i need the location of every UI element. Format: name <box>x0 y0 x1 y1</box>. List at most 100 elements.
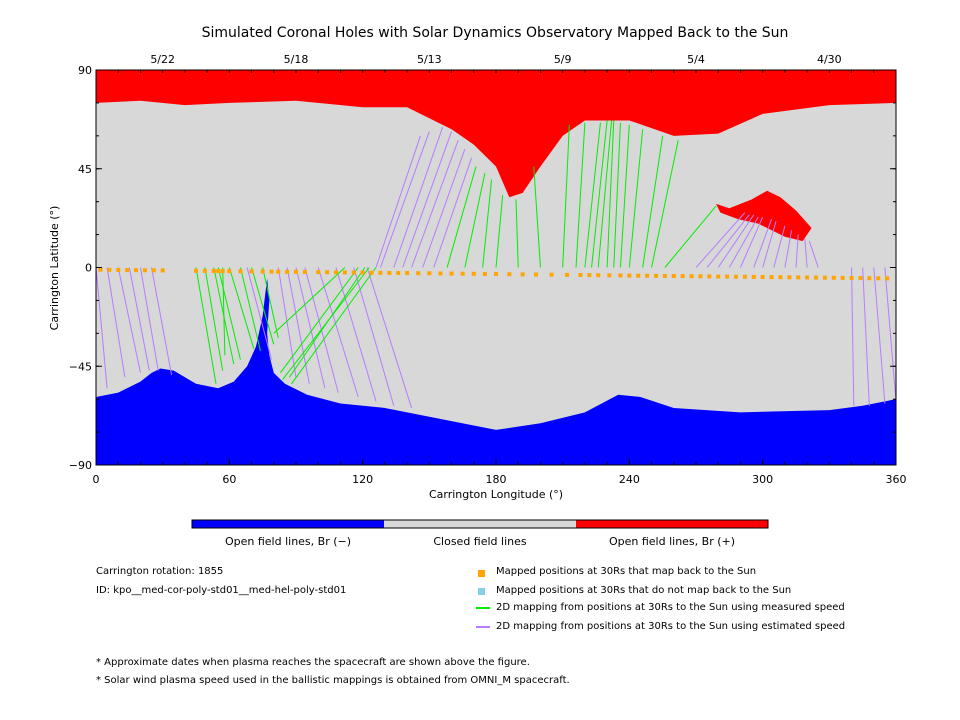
estimated-mapping-line <box>728 216 759 268</box>
measured-mapping-line <box>282 267 370 380</box>
measured-mapping-line <box>262 267 279 338</box>
mapped-point <box>449 271 454 276</box>
mapped-point <box>867 276 872 281</box>
mapped-point <box>654 273 658 278</box>
measured-mapping-line <box>482 179 493 268</box>
mapped-point <box>840 275 845 280</box>
estimated-mapping-line <box>862 267 870 406</box>
colorbar-segment <box>192 520 384 528</box>
mapped-point <box>520 272 525 277</box>
field-colorbar: Open field lines, Br (−) Closed field lin… <box>191 519 769 548</box>
mapped-point <box>220 269 225 274</box>
estimated-mapping-line <box>804 238 808 268</box>
measured-mapping-line <box>575 122 586 268</box>
mapped-point <box>438 271 443 276</box>
mapped-point <box>227 269 232 274</box>
mapped-point <box>294 269 298 274</box>
estimated-mapping-line <box>433 157 473 268</box>
y-tick-label: 90 <box>78 64 92 77</box>
mapped-point <box>260 269 265 274</box>
mapped-point <box>805 275 810 280</box>
estimated-mapping-line <box>95 267 108 389</box>
measured-mapping-line <box>606 120 615 268</box>
estimated-mapping-line <box>873 267 886 404</box>
mapped-point <box>822 275 827 280</box>
mapped-point <box>707 274 712 279</box>
colorbar-label: Closed field lines <box>433 535 527 548</box>
measured-mapping-line <box>464 173 486 268</box>
estimated-mapping-line <box>366 267 413 409</box>
mapped-point <box>125 268 130 273</box>
estimated-mapping-line <box>295 267 326 389</box>
axes: 0 60 120 180 240 300 360 90 45 0 −45 −90 <box>69 64 907 486</box>
estimated-mapping-line <box>411 140 459 268</box>
x-tick-label: 120 <box>352 473 373 486</box>
y-tick-label: 45 <box>78 163 92 176</box>
mapped-point <box>269 269 274 274</box>
footnote-speed: * Solar wind plasma speed used in the ba… <box>96 675 570 686</box>
mapped-point <box>387 270 392 275</box>
measured-mapping-line <box>222 267 226 356</box>
legend-unmapped-swatch <box>478 588 485 595</box>
estimated-mapping-line <box>422 148 466 268</box>
negative-coronal-hole <box>96 278 896 465</box>
estimated-mapping-line <box>784 230 793 268</box>
mapped-point <box>671 274 676 279</box>
measured-mapping-line <box>597 120 613 268</box>
mapped-point <box>618 273 623 278</box>
mapped-point <box>405 271 410 276</box>
mapped-point <box>587 273 592 278</box>
estimated-mapping-line <box>353 267 395 406</box>
estimated-mapping-line <box>706 214 750 268</box>
estimated-mapping-line <box>762 221 777 268</box>
legend-mapped-swatch <box>478 570 485 577</box>
estimated-mapping-line <box>402 131 453 268</box>
measured-mapping-line <box>495 195 504 268</box>
colorbar-label: Open field lines, Br (+) <box>609 535 735 548</box>
mapped-point <box>787 275 792 280</box>
mapped-point <box>285 269 290 274</box>
x-tick-label: 360 <box>886 473 907 486</box>
mapped-point <box>351 270 356 275</box>
measured-mapping-line <box>584 122 601 268</box>
estimated-mapping-line <box>808 241 819 268</box>
mapped-point <box>238 269 243 274</box>
mapped-point <box>360 270 365 275</box>
measured-mapping-line <box>651 140 679 268</box>
mapped-point <box>249 269 254 274</box>
mapped-point <box>202 268 207 273</box>
mapped-point <box>549 272 554 277</box>
top-date-label: 5/9 <box>554 53 572 66</box>
mapped-point <box>507 272 512 277</box>
estimated-mapping-line <box>375 135 421 268</box>
colorbar-label: Open field lines, Br (−) <box>225 535 351 548</box>
top-date-label: 5/4 <box>687 53 705 66</box>
mapped-point <box>578 273 583 278</box>
measured-mapping-line <box>251 267 275 345</box>
estimated-mapping-line <box>773 225 786 268</box>
mapped-point <box>742 274 747 279</box>
mapped-point <box>325 270 330 275</box>
measured-mapping-line <box>533 166 541 268</box>
mapped-point <box>534 272 538 277</box>
measured-mapping-line <box>628 129 644 268</box>
mapped-point <box>885 276 890 281</box>
y-tick-label: −45 <box>69 360 92 373</box>
x-tick-label: 60 <box>222 473 236 486</box>
mapped-point <box>565 272 570 277</box>
footnote-dates: * Approximate dates when plasma reaches … <box>96 657 530 668</box>
top-date-label: 5/18 <box>284 53 309 66</box>
estimated-mapping-line <box>335 267 377 402</box>
measured-mapping-line <box>613 122 621 268</box>
measured-mapping-line <box>204 267 224 371</box>
estimated-mapping-line <box>795 234 799 268</box>
mapped-point <box>378 270 383 275</box>
mapped-point <box>369 270 374 275</box>
mapped-point <box>427 271 432 276</box>
mapped-point <box>107 267 112 272</box>
legend-mapped: Mapped positions at 30Rs that map back t… <box>496 566 757 577</box>
measured-mapping-line <box>591 120 608 268</box>
measured-mapping-line <box>195 267 217 384</box>
chart-title: Simulated Coronal Holes with Solar Dynam… <box>202 25 789 41</box>
measured-mapping-line <box>217 267 241 360</box>
